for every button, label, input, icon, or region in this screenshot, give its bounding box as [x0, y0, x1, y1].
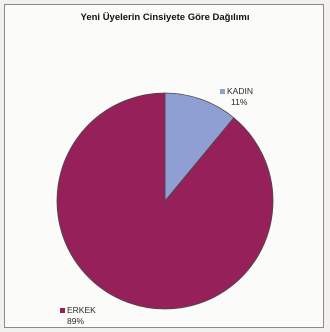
pie-slice-kadin	[164, 92, 235, 203]
slice-name-kadin: KADIN	[227, 86, 253, 96]
slice-name-erkek: ERKEK	[67, 305, 96, 315]
legend-marker-kadin	[220, 89, 225, 94]
pie-slice-erkek	[56, 92, 274, 310]
legend-marker-erkek	[60, 308, 65, 313]
label-kadin: KADIN 11%	[220, 86, 253, 107]
slice-value-kadin: 11%	[231, 97, 248, 107]
chart-title: Yeni Üyelerin Cinsiyete Göre Dağılımı	[81, 12, 250, 23]
pie-slices	[56, 92, 274, 310]
slice-value-erkek: 89%	[67, 316, 84, 326]
label-erkek: ERKEK 89%	[60, 305, 96, 326]
